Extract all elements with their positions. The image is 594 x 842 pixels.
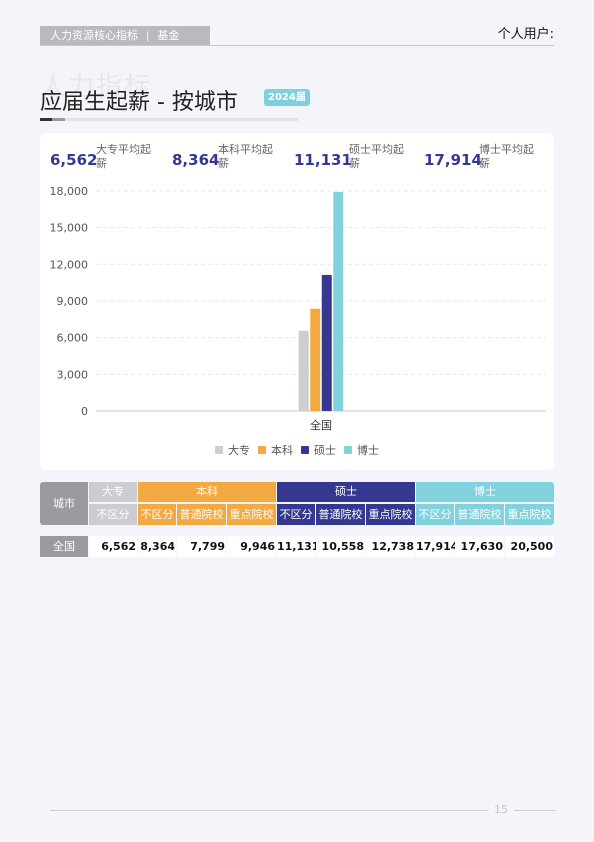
salary-cell: 11,131 (277, 536, 319, 557)
sub-header: 普通院校 (177, 504, 226, 525)
bar-大专 (298, 330, 309, 411)
y-tick-label: 18,000 (50, 185, 89, 198)
breadcrumb: 人力资源核心指标 | 基金 (40, 26, 210, 45)
salary-cell: 9,946 (227, 536, 276, 557)
legend-label: 大专 (228, 444, 250, 457)
sub-header: 不区分 (89, 504, 137, 525)
stat-value: 6,562 (50, 151, 98, 169)
sub-header: 不区分 (416, 504, 454, 525)
stat-value: 17,914 (424, 151, 482, 169)
legend-item[interactable]: 硕士 (301, 442, 336, 458)
bar-博士 (333, 192, 344, 411)
top-bar: 人力资源核心指标 | 基金 个人用户: (40, 26, 554, 46)
y-tick-label: 9,000 (57, 295, 89, 308)
chart-card: 6,562 大专平均起薪 8,364 本科平均起薪 11,131 硕士平均起薪 … (40, 133, 554, 470)
salary-cell: 12,738 (366, 536, 415, 557)
salary-cell: 10,558 (316, 536, 365, 557)
sub-header: 重点院校 (505, 504, 554, 525)
city-header: 城市 (40, 482, 88, 525)
group-header: 本科 (138, 482, 276, 502)
group-header: 博士 (416, 482, 554, 502)
sub-header: 重点院校 (227, 504, 276, 525)
stat-label: 博士平均起薪 (479, 143, 534, 170)
stat-value: 8,364 (172, 151, 220, 169)
legend-label: 本科 (271, 444, 293, 457)
bar-chart: 0 3,000 6,000 9,000 12,000 15,000 18,000 全国 (50, 185, 546, 432)
y-tick-label: 15,000 (50, 222, 89, 235)
y-tick-label: 3,000 (57, 368, 89, 381)
bar-硕士 (321, 274, 332, 411)
salary-cell: 17,630 (455, 536, 504, 557)
watermark: 人力指标 (40, 72, 153, 102)
page-number: 15 (488, 803, 514, 816)
y-tick-label: 0 (81, 405, 88, 418)
stat-label: 硕士平均起薪 (349, 143, 404, 170)
legend-label: 硕士 (314, 444, 336, 457)
legend-swatch (344, 446, 352, 454)
group-header: 硕士 (277, 482, 415, 502)
stat-label: 本科平均起薪 (218, 143, 273, 170)
y-tick-label: 12,000 (50, 258, 89, 271)
breadcrumb-separator: | (146, 31, 150, 42)
salary-cell: 6,562 (89, 536, 137, 557)
legend-swatch (258, 446, 266, 454)
group-header: 大专 (89, 482, 137, 502)
sub-header: 普通院校 (455, 504, 504, 525)
legend-item[interactable]: 博士 (344, 442, 379, 458)
y-tick-label: 6,000 (57, 332, 89, 345)
salary-cell: 20,500 (505, 536, 554, 557)
legend-item[interactable]: 大专 (215, 442, 250, 458)
city-cell: 全国 (40, 536, 88, 557)
title-underline (40, 118, 298, 121)
chart-legend: 大专 本科 硕士 博士 (40, 442, 554, 458)
breadcrumb-main[interactable]: 人力资源核心指标 (50, 29, 138, 42)
sub-header: 不区分 (277, 504, 315, 525)
legend-swatch (301, 446, 309, 454)
salary-cell: 7,799 (177, 536, 226, 557)
stat-label: 大专平均起薪 (96, 143, 151, 170)
user-label: 个人用户: (497, 27, 554, 42)
legend-swatch (215, 446, 223, 454)
salary-cell: 8,364 (138, 536, 176, 557)
sub-header: 普通院校 (316, 504, 365, 525)
legend-label: 博士 (357, 444, 379, 457)
page-title: 应届生起薪 - 按城市 (40, 90, 238, 115)
sub-header: 不区分 (138, 504, 176, 525)
x-tick-label: 全国 (310, 418, 332, 432)
footer-line (50, 810, 556, 811)
bar-本科 (310, 308, 321, 411)
sub-header: 重点院校 (366, 504, 415, 525)
stat-value: 11,131 (294, 151, 352, 169)
breadcrumb-sub[interactable]: 基金 (157, 29, 180, 42)
legend-item[interactable]: 本科 (258, 442, 293, 458)
salary-cell: 17,914 (416, 536, 458, 557)
year-badge: 2024届 (264, 89, 310, 106)
